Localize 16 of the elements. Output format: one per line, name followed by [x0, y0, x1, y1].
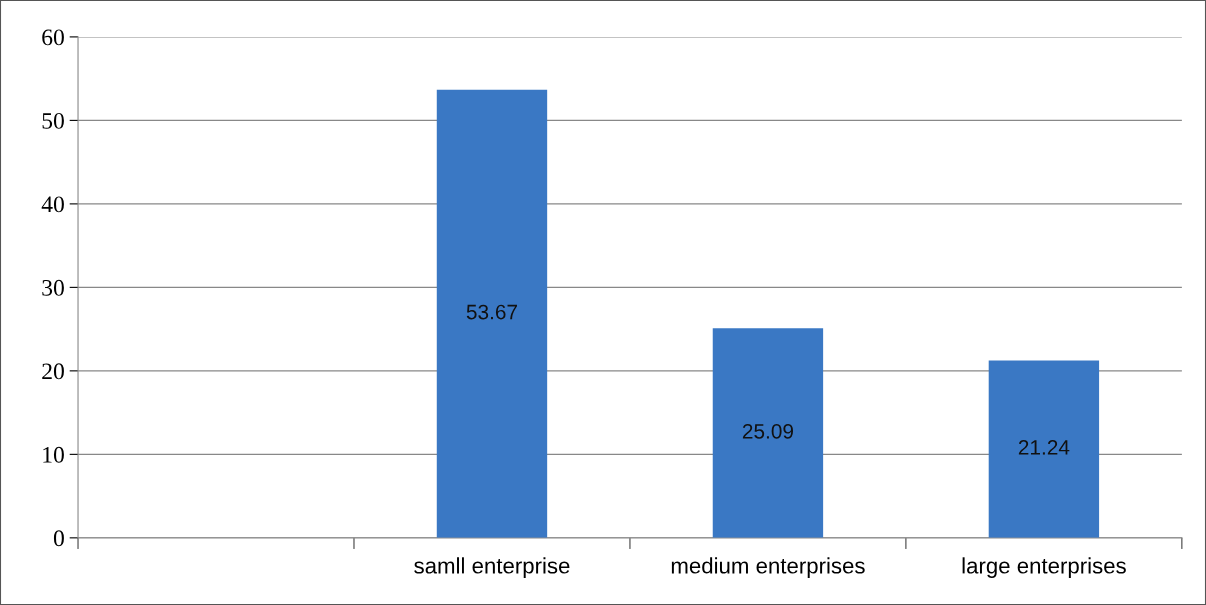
x-tick-label: samll enterprise [414, 557, 570, 578]
bar [988, 360, 1100, 538]
x-tick-label: medium enterprises [671, 557, 865, 578]
y-tick-label: 0 [53, 530, 64, 547]
y-tick-label: 20 [42, 363, 64, 380]
data-label: 21.24 [1018, 440, 1070, 455]
y-tick-label: 10 [43, 446, 64, 463]
data-label: 53.67 [466, 304, 517, 320]
y-tick-label: 30 [42, 279, 64, 296]
y-tick-label: 60 [42, 29, 64, 46]
x-tick-label: large enterprises [962, 557, 1126, 578]
bar [712, 328, 824, 538]
y-tick-label: 50 [42, 112, 64, 129]
y-tick-label: 40 [41, 196, 64, 213]
bar [436, 89, 548, 538]
data-label: 25.09 [742, 423, 794, 439]
